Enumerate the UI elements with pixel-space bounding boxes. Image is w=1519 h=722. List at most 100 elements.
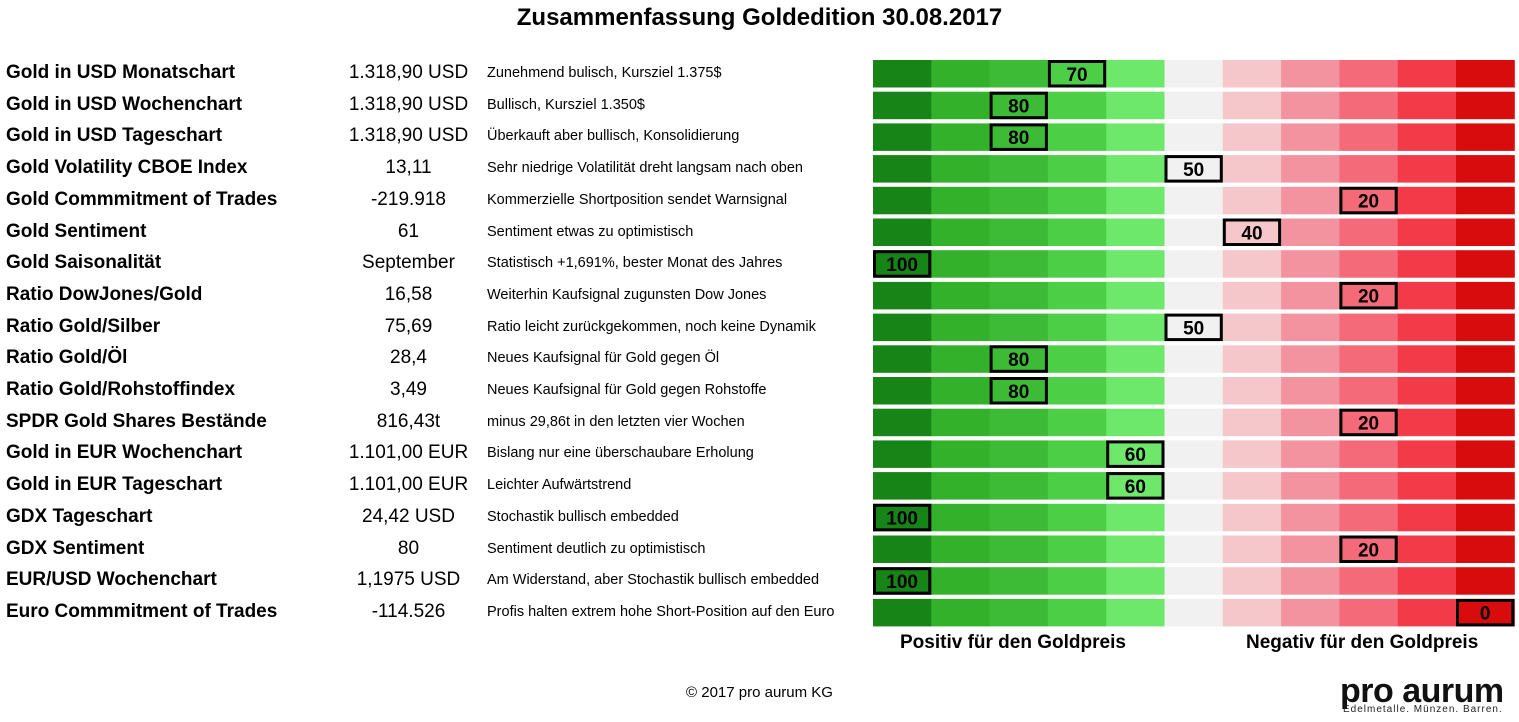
scale-segment: [1339, 503, 1399, 532]
indicator-name: Gold in EUR Tageschart: [6, 474, 223, 496]
scale-segment: [1164, 377, 1224, 405]
scale-segment: [1456, 218, 1515, 246]
indicator-name: Gold in USD Tageschart: [6, 125, 223, 147]
scale-segment: [1222, 377, 1282, 405]
scale-segment: [1164, 408, 1224, 437]
indicator-name: Gold in USD Wochenchart: [6, 93, 243, 115]
scale-segment: [1281, 535, 1340, 563]
scale-segment: [873, 91, 932, 120]
scale-segment: [989, 408, 1049, 437]
indicator-comment: Sentiment deutlich zu optimistisch: [487, 540, 706, 557]
indicator-comment: Kommerzielle Shortposition sendet Warnsi…: [487, 191, 788, 208]
indicator-name: Ratio Gold/Öl: [6, 347, 128, 369]
scale-segment: [1339, 472, 1399, 500]
positive-scale-label: Positiv für den Goldpreis: [900, 632, 1126, 653]
score-marker: [1456, 598, 1515, 627]
scale-segment: [1222, 598, 1282, 627]
scale-segment: [1164, 440, 1224, 468]
scale-segment: [873, 60, 932, 88]
scale-segment: [989, 123, 1049, 151]
scale-segment: [1281, 313, 1340, 342]
scale-segment: [931, 503, 991, 532]
scale-segment: [873, 503, 932, 532]
scale-segment: [931, 60, 991, 88]
scale-segment: [1222, 345, 1282, 373]
scale-segment: [1222, 281, 1282, 310]
scale-segment: [1047, 598, 1107, 627]
score-label: 80: [1008, 382, 1029, 403]
scale-segment: [1164, 218, 1224, 246]
scale-segment: [1222, 186, 1282, 215]
scale-segment: [1047, 281, 1107, 310]
scale-segment: [1281, 567, 1340, 595]
scale-segment: [1164, 535, 1224, 563]
scale-segment: [1339, 91, 1399, 120]
scale-segment: [1106, 567, 1165, 595]
scale-segment: [1047, 313, 1107, 342]
scale-segment: [873, 377, 932, 405]
scale-segment: [1222, 155, 1282, 183]
scale-segment: [1106, 250, 1165, 278]
scale-segment: [873, 186, 932, 215]
scale-segment: [989, 60, 1049, 88]
score-marker: [873, 503, 932, 532]
score-label: 50: [1183, 318, 1204, 339]
scale-segment: [931, 186, 991, 215]
score-label: 20: [1358, 540, 1379, 561]
indicator-comment: Sehr niedrige Volatilität dreht langsam …: [487, 160, 803, 177]
scale-segment: [1339, 567, 1399, 595]
scale-segment: [1281, 218, 1340, 246]
scale-segment: [1106, 123, 1165, 151]
scale-segment: [1164, 155, 1224, 183]
scale-segment: [931, 281, 991, 310]
indicator-name: GDX Sentiment: [6, 537, 145, 559]
scale-segment: [1456, 60, 1515, 88]
score-marker: [1047, 60, 1107, 88]
scale-segment: [1397, 123, 1457, 151]
scale-segment: [1164, 281, 1224, 310]
scale-segment: [1397, 408, 1457, 437]
scale-segment: [931, 408, 991, 437]
scale-segment: [1047, 250, 1107, 278]
score-label: 100: [886, 255, 918, 276]
scale-segment: [1456, 472, 1515, 500]
indicator-name: Euro Commmitment of Trades: [6, 600, 278, 622]
scale-segment: [1456, 186, 1515, 215]
indicator-comment: Statistisch +1,691%, bester Monat des Ja…: [487, 255, 783, 272]
scale-segment: [1047, 123, 1107, 151]
scale-segment: [989, 186, 1049, 215]
indicator-value: September: [362, 252, 455, 274]
scale-segment: [1164, 598, 1224, 627]
scale-segment: [1222, 535, 1282, 563]
indicator-value: 61: [397, 220, 420, 242]
scale-segment: [1047, 567, 1107, 595]
indicator-name: Gold in USD Monatschart: [6, 62, 236, 83]
scale-segment: [1222, 60, 1282, 88]
scale-segment: [1222, 567, 1282, 595]
scale-segment: [931, 472, 991, 500]
scale-segment: [1047, 440, 1107, 468]
indicator-value: 13,11: [385, 157, 432, 179]
scale-segment: [1397, 218, 1457, 246]
indicator-name: Ratio Gold/Silber: [6, 315, 161, 337]
scale-segment: [1456, 313, 1515, 342]
scale-segment: [989, 250, 1049, 278]
score-label: 70: [1066, 65, 1087, 86]
scale-segment: [1047, 60, 1107, 88]
score-label: 60: [1125, 445, 1146, 466]
score-marker: [1164, 155, 1223, 183]
scale-segment: [1397, 313, 1457, 342]
scale-segment: [1164, 123, 1224, 151]
scale-segment: [873, 313, 932, 342]
scale-segment: [1047, 503, 1107, 532]
scale-segment: [1106, 503, 1165, 532]
scale-segment: [1456, 535, 1515, 563]
scale-segment: [1106, 281, 1165, 310]
scale-segment: [1397, 186, 1457, 215]
indicator-name: Ratio DowJones/Gold: [6, 283, 203, 305]
scale-segment: [1397, 440, 1457, 468]
scale-segment: [1222, 218, 1282, 246]
indicator-value: 16,58: [384, 283, 433, 305]
scale-segment: [1339, 408, 1399, 437]
scale-segment: [931, 123, 991, 151]
